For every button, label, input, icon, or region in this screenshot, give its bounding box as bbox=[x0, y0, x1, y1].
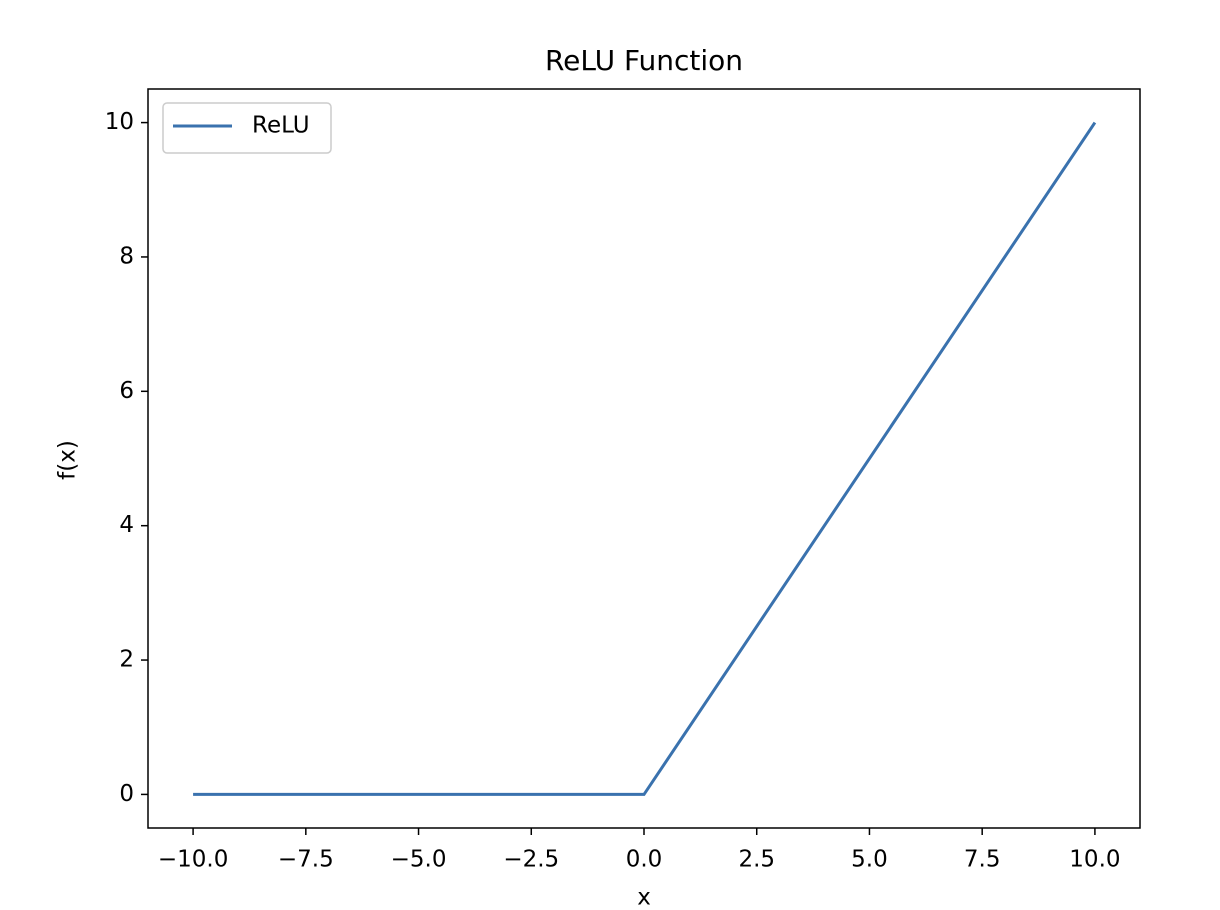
y-tick-label: 2 bbox=[119, 647, 134, 673]
x-axis-label: x bbox=[637, 885, 651, 910]
chart-title: ReLU Function bbox=[545, 44, 743, 77]
y-tick-label: 6 bbox=[119, 378, 134, 404]
x-tick-label: 5.0 bbox=[851, 847, 888, 873]
x-tick-label: −2.5 bbox=[503, 847, 559, 873]
legend-label: ReLU bbox=[252, 113, 310, 139]
legend-box bbox=[162, 102, 332, 154]
x-tick-label: −5.0 bbox=[391, 847, 447, 873]
plot-frame bbox=[147, 88, 1141, 829]
x-tick-label: −7.5 bbox=[278, 847, 334, 873]
y-tick-label: 4 bbox=[119, 512, 134, 538]
x-tick-label: 0.0 bbox=[626, 847, 663, 873]
x-tick-label: 7.5 bbox=[964, 847, 1001, 873]
x-tick-label: 2.5 bbox=[738, 847, 775, 873]
line-series bbox=[193, 121, 1097, 796]
y-axis-label: f(x) bbox=[55, 440, 81, 480]
y-tick-label: 8 bbox=[119, 243, 134, 269]
x-tick-label: −10.0 bbox=[158, 847, 228, 873]
x-tick-label: 10.0 bbox=[1069, 847, 1120, 873]
y-tick-label: 0 bbox=[119, 781, 134, 807]
y-tick-label: 10 bbox=[105, 109, 134, 135]
